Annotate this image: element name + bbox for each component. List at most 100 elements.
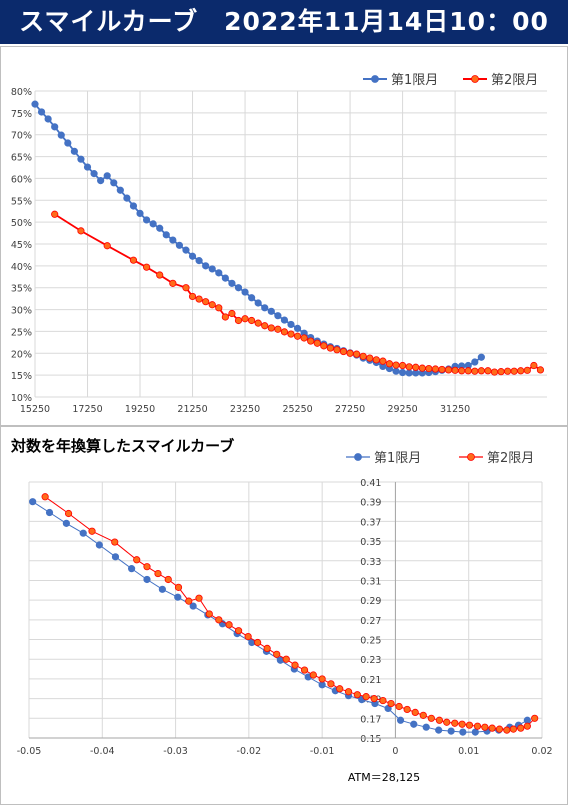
- data-point-series-2: [261, 322, 269, 330]
- data-point-series-1: [156, 224, 164, 232]
- smile-curve-chart: 10% 15% 20% 25% 30% 35% 40% 45% 50% 55% 60% 65% 70% 7…: [0, 46, 568, 426]
- data-point-series-2: [418, 364, 426, 372]
- data-point-series-2: [517, 367, 525, 375]
- data-point-series-2: [215, 616, 223, 624]
- data-point-series-2: [202, 298, 210, 306]
- data-point-series-1: [523, 716, 531, 724]
- data-point-series-2: [326, 344, 334, 352]
- data-point-series-2: [443, 718, 451, 726]
- smile-curve-plot: 10% 15% 20% 25% 30% 35% 40% 45% 50% 55% 60% 65% 70% 7…: [11, 73, 547, 415]
- data-point-series-2: [403, 705, 411, 714]
- data-point-series-1: [234, 284, 243, 292]
- atm-annotation: ATM＝28,125: [348, 771, 420, 784]
- y-tick-label: 15%: [11, 371, 32, 382]
- data-point-series-2: [64, 509, 73, 518]
- data-point-series-2: [359, 352, 367, 360]
- data-point-series-1: [143, 575, 151, 584]
- data-point-series-2: [188, 292, 197, 301]
- annualized-smile-curve-chart: 対数を年換算したスマイルカーブ 0.15 0.17 0.19 0.21 0.23 0.25…: [0, 426, 568, 805]
- data-point-series-1: [293, 324, 302, 332]
- y-tick-label: 80%: [11, 87, 32, 98]
- data-point-series-2: [77, 227, 85, 235]
- y-tick-label: 75%: [11, 109, 32, 120]
- data-point-series-1: [202, 262, 210, 270]
- x-tick-label: -0.01: [310, 746, 335, 757]
- data-point-series-2: [287, 330, 295, 338]
- data-point-series-1: [405, 369, 413, 377]
- data-point-series-1: [435, 726, 443, 734]
- data-point-series-1: [459, 728, 467, 736]
- data-point-series-2: [282, 655, 290, 663]
- data-point-series-1: [221, 274, 229, 282]
- data-point-series-2: [182, 284, 190, 292]
- data-point-series-1: [149, 220, 157, 228]
- data-point-series-2: [103, 242, 111, 250]
- data-point-series-2: [309, 671, 317, 679]
- data-point-series-2: [195, 295, 203, 303]
- legend-marker-series-2: [467, 453, 475, 461]
- data-point-series-2: [495, 725, 504, 733]
- data-point-series-1: [398, 368, 407, 377]
- data-point-series-2: [523, 366, 531, 374]
- data-point-series-2: [523, 722, 531, 730]
- legend-label-series-1: 第1限月: [391, 73, 438, 88]
- data-point-series-2: [164, 575, 172, 584]
- x-tick-label: 27250: [335, 404, 365, 415]
- data-point-series-2: [293, 332, 302, 340]
- data-point-series-1: [142, 216, 151, 224]
- y-tick-label: 0.21: [360, 675, 381, 686]
- x-tick-label: -0.04: [90, 746, 115, 757]
- y-tick-label: 0.15: [360, 734, 381, 745]
- data-point-series-1: [195, 257, 203, 265]
- data-point-series-2: [174, 583, 183, 591]
- data-point-series-1: [158, 585, 166, 593]
- data-point-series-1: [267, 307, 275, 315]
- data-point-series-2: [425, 364, 433, 373]
- data-point-series-1: [111, 553, 120, 561]
- data-point-series-2: [451, 366, 459, 374]
- data-point-series-1: [254, 299, 262, 307]
- x-tick-label: 21250: [177, 404, 207, 415]
- y-tick-label: 50%: [11, 218, 32, 229]
- data-point-series-2: [387, 699, 395, 708]
- x-tick-label: 0.02: [531, 746, 552, 757]
- data-point-series-1: [83, 163, 92, 171]
- data-point-series-2: [477, 367, 485, 375]
- data-point-series-2: [142, 263, 151, 271]
- data-point-series-2: [353, 350, 361, 358]
- data-point-series-2: [510, 367, 518, 375]
- data-point-series-2: [300, 334, 308, 342]
- data-point-series-2: [333, 346, 341, 354]
- data-point-series-2: [205, 610, 213, 618]
- data-point-series-2: [254, 319, 262, 327]
- data-point-series-2: [291, 661, 299, 669]
- series-line-2: [44, 496, 536, 731]
- data-point-series-2: [215, 304, 223, 312]
- x-tick-label: 0.01: [458, 746, 479, 757]
- data-point-series-2: [339, 347, 348, 356]
- data-point-series-2: [307, 337, 315, 345]
- data-point-series-2: [419, 711, 427, 719]
- data-point-series-2: [143, 563, 151, 571]
- data-point-series-2: [412, 363, 420, 371]
- data-point-series-2: [431, 365, 440, 373]
- data-point-series-2: [392, 361, 400, 369]
- page-title-banner: スマイルカーブ 2022年11月14日10：00: [0, 0, 568, 44]
- data-point-series-1: [129, 202, 138, 210]
- data-point-series-2: [241, 315, 249, 323]
- data-point-series-1: [447, 727, 455, 735]
- data-point-series-1: [116, 186, 124, 194]
- data-point-series-1: [95, 541, 103, 549]
- data-point-series-2: [471, 367, 479, 375]
- data-point-series-2: [320, 342, 328, 350]
- y-tick-label: 45%: [11, 240, 32, 251]
- data-point-series-2: [221, 313, 229, 321]
- data-point-series-2: [366, 354, 374, 362]
- data-point-series-1: [189, 602, 197, 610]
- data-point-series-1: [128, 565, 136, 573]
- legend-marker-series-1: [371, 75, 379, 83]
- legend-marker-series-2: [471, 75, 479, 83]
- data-point-series-2: [353, 691, 361, 699]
- data-point-series-2: [398, 361, 407, 370]
- data-point-series-1: [79, 529, 87, 537]
